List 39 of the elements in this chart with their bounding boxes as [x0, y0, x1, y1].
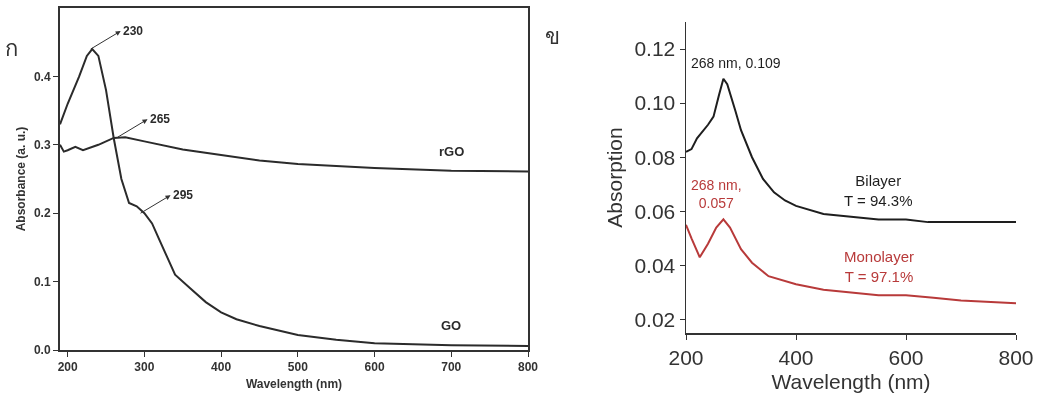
x-tick-label: 600: [888, 345, 924, 369]
y-tick-label: 0.08: [634, 145, 676, 169]
series-label: Bilayer T = 94.3%: [844, 172, 913, 209]
x-axis-title: Wavelength (nm): [245, 376, 343, 391]
y-tick-label: 0.04: [634, 253, 676, 277]
y-tick-label: 0.0: [33, 343, 51, 358]
annotation: 268 nm, 0.057: [691, 177, 742, 212]
annotation: 265: [150, 112, 171, 126]
x-tick-label: 700: [441, 360, 462, 375]
line-series: [686, 77, 1016, 224]
y-tick-label: 0.10: [634, 91, 676, 115]
x-tick-label: 800: [998, 345, 1034, 369]
series-label: Monolayer T = 97.1%: [844, 248, 915, 285]
x-tick-label: 300: [134, 360, 155, 375]
annotation: 295: [173, 188, 194, 202]
y-tick-label: 0.4: [33, 69, 51, 84]
y-tick-label: 0.1: [33, 274, 51, 289]
x-tick-label: 600: [364, 360, 385, 375]
x-tick-label: 800: [517, 360, 539, 375]
y-tick-label: 0.06: [634, 199, 676, 223]
x-tick-label: 200: [668, 345, 704, 369]
y-tick-label: 0.2: [33, 206, 51, 221]
x-tick-label: 500: [287, 360, 309, 375]
text: ก: [5, 36, 19, 62]
x-tick-label: 400: [778, 345, 814, 369]
y-tick-label: 0.3: [33, 138, 51, 152]
series-label: GO: [441, 318, 462, 333]
x-tick-label: 200: [57, 360, 78, 375]
annotation: 268 nm, 0.109: [691, 55, 781, 71]
series-label: rGO: [439, 144, 465, 159]
x-axis-title: Wavelength (nm): [771, 369, 931, 393]
y-axis-title: Absorbance (a. u.): [13, 126, 28, 232]
y-tick-label: 0.12: [634, 37, 676, 61]
line-series: [686, 218, 1016, 305]
x-tick-label: 400: [211, 360, 232, 375]
y-axis-title: Absorption: [602, 127, 626, 228]
y-tick-label: 0.02: [634, 307, 676, 331]
annotation: 230: [123, 24, 144, 38]
chart-title: ข: [545, 23, 561, 49]
